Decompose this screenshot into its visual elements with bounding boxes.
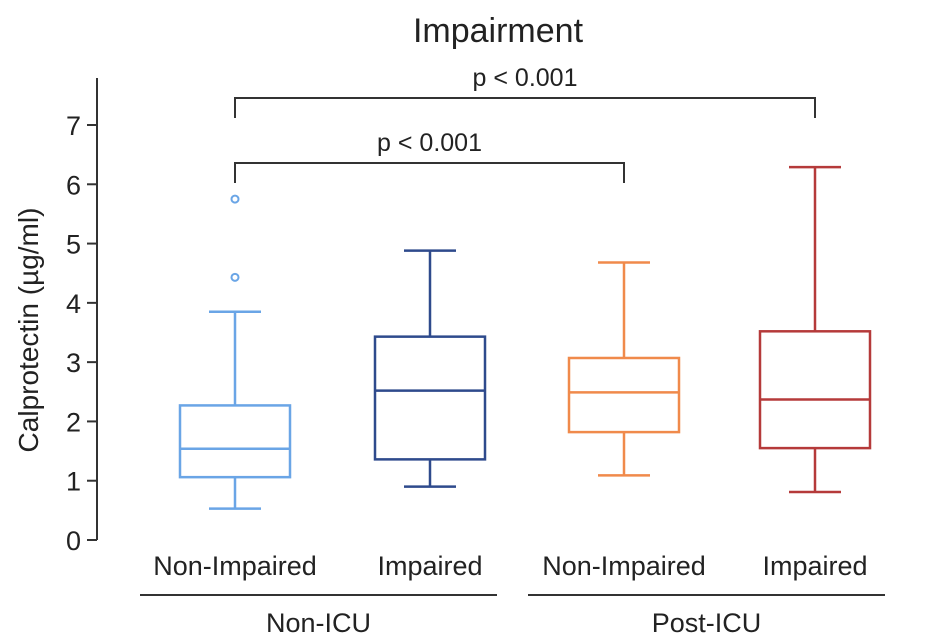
- y-tick-label: 5: [66, 230, 81, 260]
- category-label: Impaired: [762, 551, 867, 581]
- iqr-box: [373, 335, 487, 461]
- bracket-line: [234, 97, 816, 118]
- y-tick-label: 0: [66, 526, 81, 556]
- y-tick-label: 2: [66, 407, 81, 437]
- y-tick-label: 1: [66, 467, 81, 497]
- y-tick-label: 6: [66, 170, 81, 200]
- box-3: [567, 261, 681, 477]
- y-tick-label: 4: [66, 289, 81, 319]
- category-label: Non-Impaired: [542, 551, 706, 581]
- bracket-line: [234, 162, 625, 183]
- p-value-label: p < 0.001: [377, 129, 482, 157]
- box-4: [758, 165, 872, 494]
- box-2: [373, 249, 487, 488]
- iqr-box: [178, 404, 292, 479]
- group-label: Non-ICU: [266, 608, 371, 638]
- significance-bracket: p < 0.001: [234, 64, 816, 118]
- outlier-point: [230, 272, 240, 282]
- group-label: Post-ICU: [652, 608, 762, 638]
- p-value-label: p < 0.001: [473, 64, 578, 92]
- iqr-box: [758, 330, 872, 450]
- y-tick-label: 7: [66, 111, 81, 141]
- iqr-box: [567, 356, 681, 434]
- significance-bracket: p < 0.001: [234, 129, 625, 183]
- y-tick-label: 3: [66, 348, 81, 378]
- category-label: Non-Impaired: [153, 551, 317, 581]
- y-axis-label: Calprotectin (µg/ml): [13, 208, 44, 453]
- box-1: [178, 194, 292, 510]
- category-label: Impaired: [377, 551, 482, 581]
- chart-title: Impairment: [413, 12, 584, 50]
- outlier-point: [230, 194, 240, 204]
